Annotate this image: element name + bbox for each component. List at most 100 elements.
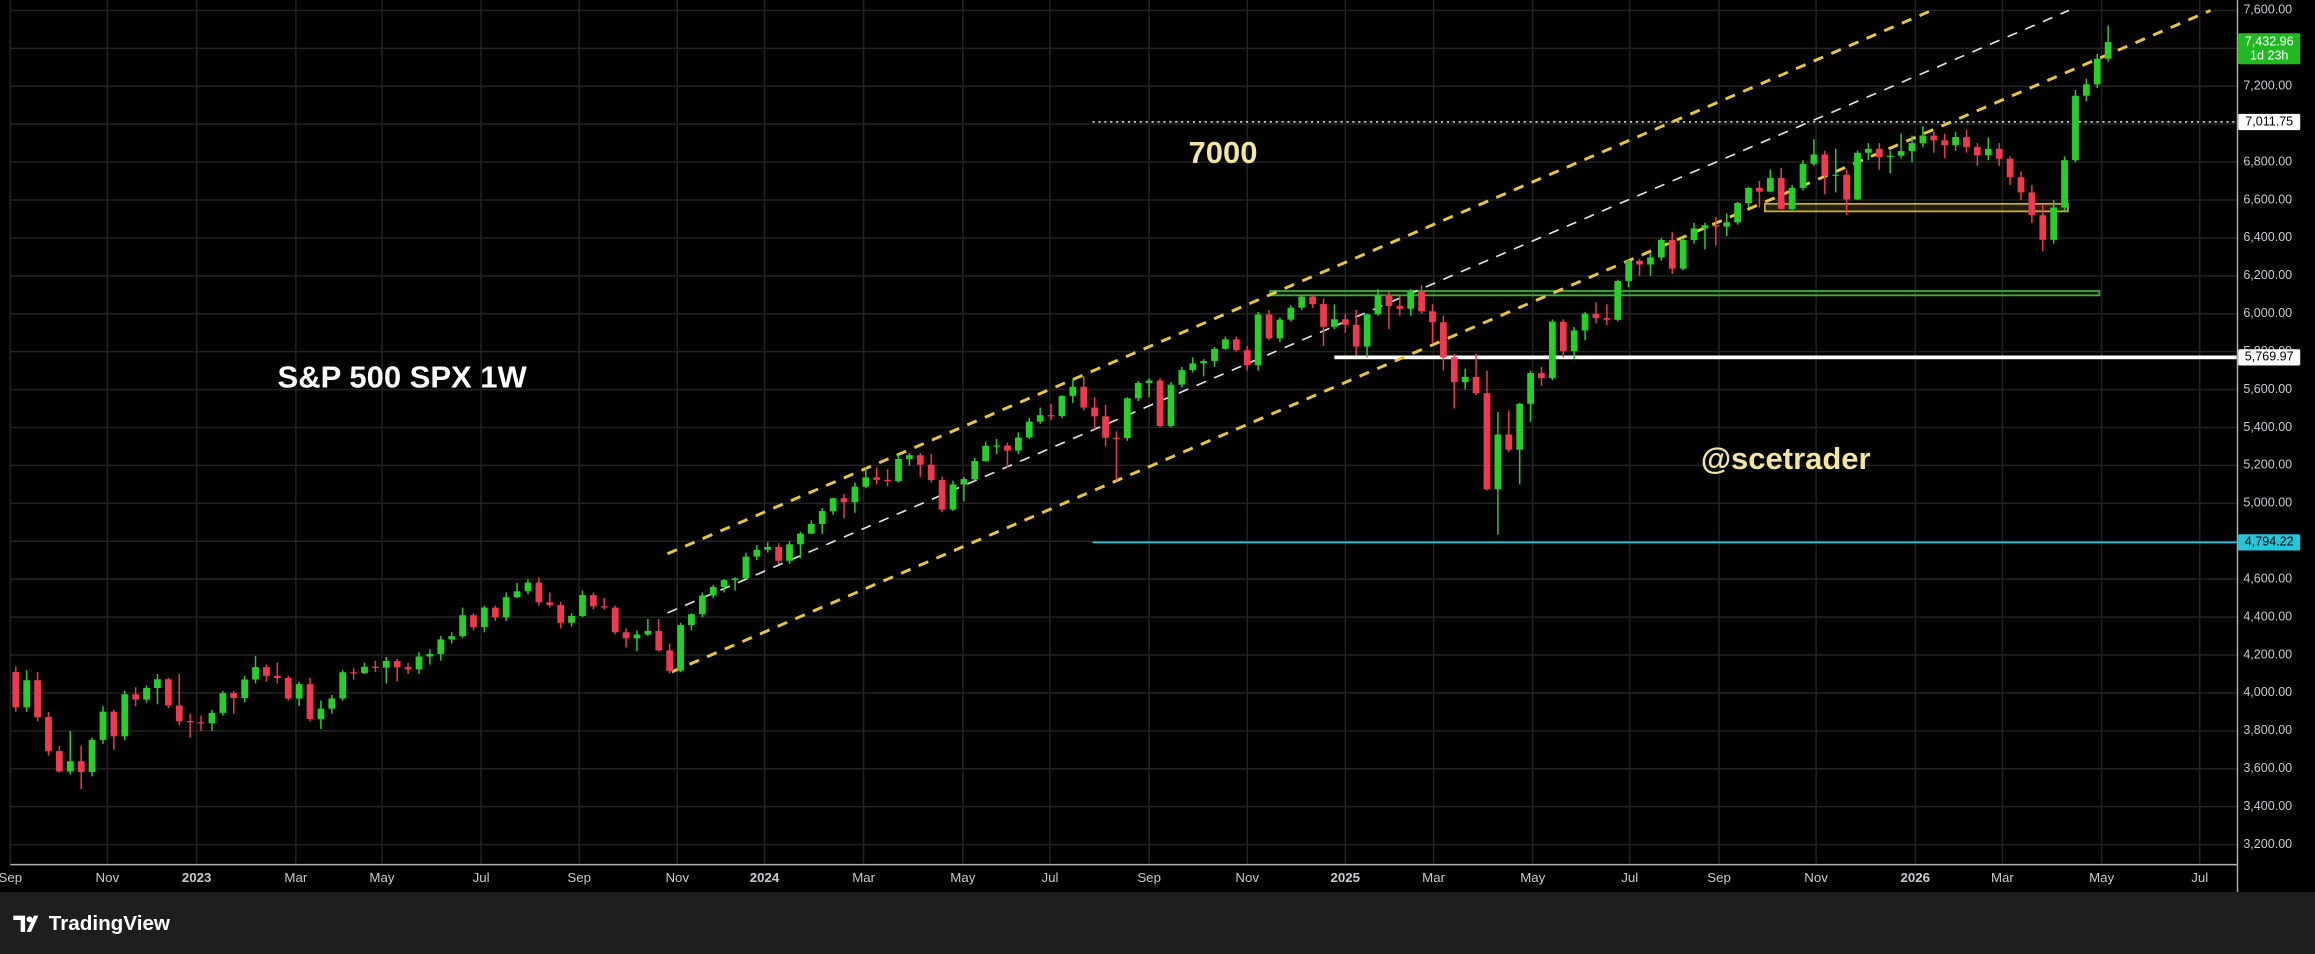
candle-body [491, 607, 499, 618]
candle-body [1407, 291, 1415, 309]
candle-body [1756, 187, 1763, 192]
candle-body [633, 634, 641, 639]
candle-body [1025, 421, 1033, 438]
candle-body [1069, 386, 1077, 396]
candle-body [753, 549, 761, 557]
candle-body [1538, 373, 1545, 379]
candle-body [1941, 140, 1949, 146]
candle-body [709, 586, 717, 596]
candle-body [328, 698, 336, 709]
candle-body [132, 694, 140, 700]
x-tick-label: 2026 [1901, 870, 1931, 885]
candle-body [1123, 398, 1131, 439]
axes: 3,200.00 3,400.00 3,600.00 3,800.00 4,000.00… [0, 3, 2301, 885]
grid [9, 0, 2237, 864]
candle-body [361, 666, 368, 674]
candle-body [644, 630, 652, 635]
candle-body [807, 523, 815, 534]
x-tick-label: Nov [1235, 870, 1259, 885]
candle-body [1036, 415, 1044, 422]
candle-body [1559, 321, 1567, 352]
candle-body [2072, 95, 2079, 161]
x-tick-label: Jul [473, 870, 490, 885]
candle-body [252, 667, 259, 680]
candle-body [426, 654, 434, 657]
footer-bar [0, 891, 2315, 954]
x-tick-label: 2025 [1331, 870, 1361, 885]
zone [1269, 290, 2101, 297]
candle-body [851, 486, 859, 503]
candle-body [797, 533, 804, 545]
candle-body [1810, 154, 1818, 164]
candle-body [502, 597, 510, 618]
y-tick-label: 5,400.00 [2243, 420, 2292, 434]
candle-body [99, 711, 107, 740]
candle-body [971, 461, 979, 480]
candle-body [2039, 215, 2047, 240]
candle-body [1134, 382, 1142, 399]
candle-body [524, 582, 532, 592]
candle-body [470, 615, 477, 627]
candle-body [2050, 207, 2058, 240]
y-tick-label: 7,600.00 [2243, 3, 2292, 17]
x-tick-label: Sep [1137, 870, 1161, 885]
y-tick-label: 4,400.00 [2243, 609, 2292, 623]
candle-body [535, 582, 543, 603]
x-tick-label: Jul [2191, 870, 2208, 885]
candle-body [295, 684, 303, 699]
candle-body [1058, 395, 1066, 417]
candle-body [829, 498, 837, 512]
candle-body [1527, 373, 1534, 404]
candle-body [862, 477, 870, 487]
y-tick-label: 7,200.00 [2243, 79, 2292, 93]
candle-body [1396, 305, 1404, 309]
candle-body [698, 595, 706, 615]
candle-body [1472, 376, 1480, 394]
candle-body [1505, 434, 1513, 450]
candle-body [2017, 177, 2025, 193]
candle-body [1494, 434, 1502, 490]
candle-body [720, 580, 728, 587]
y-tick-label: 4,200.00 [2243, 647, 2292, 661]
candle-body [927, 464, 935, 481]
candle-body [1352, 324, 1360, 347]
x-tick-label: May [950, 870, 975, 885]
candle-body [1592, 313, 1600, 319]
candle-body [164, 679, 172, 706]
candle-body [263, 667, 270, 676]
candle-body [2104, 42, 2112, 59]
annotation: 7000 [1189, 135, 1258, 170]
candle-body [1843, 174, 1850, 200]
x-tick-label: Sep [1707, 870, 1731, 885]
candle-body [1963, 137, 1970, 147]
x-tick-label: 2024 [750, 870, 780, 885]
plot-area [12, 9, 2237, 790]
candle-body [88, 739, 96, 772]
candle-body [568, 615, 575, 623]
candle-body [742, 556, 750, 579]
y-tick-label: 4,600.00 [2243, 571, 2292, 585]
candle-body [1461, 376, 1469, 383]
brand-name: TradingView [49, 912, 171, 935]
candle-body [1919, 135, 1927, 144]
candle-body [818, 511, 826, 524]
candle-body [1309, 296, 1316, 305]
candle-body [906, 455, 913, 459]
candle-body [1908, 143, 1916, 152]
x-tick-label: Jul [1041, 870, 1058, 885]
candle-body [895, 458, 902, 482]
price-badge [2238, 349, 2301, 366]
candle-body [1745, 187, 1752, 204]
candle-body [960, 479, 968, 485]
candle-body [143, 687, 150, 700]
y-tick-label: 5,600.00 [2243, 382, 2292, 396]
candle-body [339, 672, 347, 699]
candle-body [1320, 304, 1327, 327]
candle-body [1712, 225, 1720, 227]
candle-body [372, 666, 379, 668]
candle-body [34, 680, 41, 717]
candle-body [110, 711, 118, 737]
candle-body [437, 639, 445, 655]
candle-body [1516, 403, 1524, 450]
countdown-label: 1d 23h [2250, 48, 2288, 62]
